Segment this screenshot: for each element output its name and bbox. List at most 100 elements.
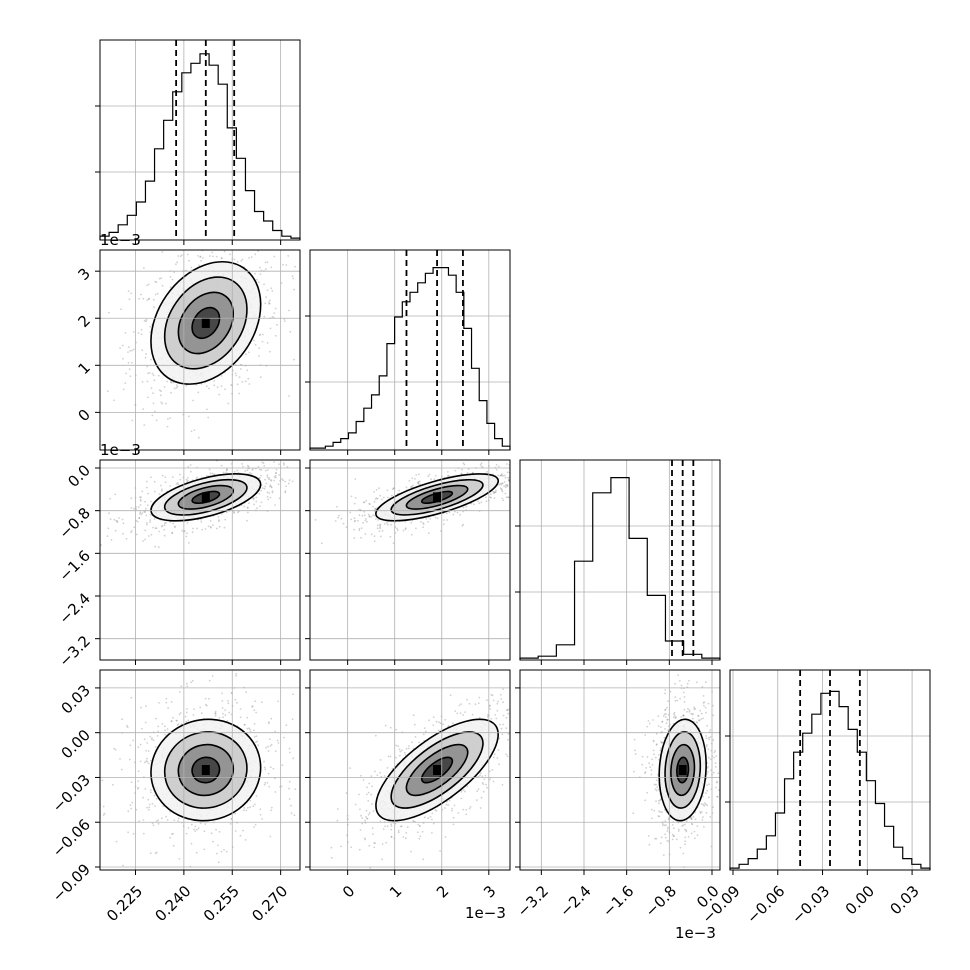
- sample-point: [259, 505, 261, 507]
- sample-point: [163, 524, 166, 527]
- sample-point: [379, 526, 381, 528]
- sample-point: [467, 468, 470, 470]
- sample-point: [535, 469, 537, 471]
- sample-point: [658, 802, 660, 805]
- sample-point: [171, 381, 173, 384]
- sample-point: [665, 824, 667, 826]
- sample-point: [196, 527, 198, 530]
- sample-point: [246, 369, 249, 372]
- sample-point: [444, 718, 447, 721]
- sample-point: [258, 334, 261, 336]
- sample-point: [373, 846, 376, 849]
- sample-point: [192, 399, 195, 402]
- sample-point: [167, 468, 169, 470]
- sample-point: [504, 486, 507, 488]
- sample-point: [370, 533, 373, 536]
- sample-point: [501, 733, 504, 736]
- sample-point: [294, 265, 296, 268]
- sample-point: [127, 361, 130, 364]
- sample-point: [372, 833, 374, 835]
- sample-point: [192, 714, 195, 716]
- sample-point: [412, 819, 415, 822]
- sample-point: [539, 676, 541, 678]
- sample-point: [499, 474, 502, 477]
- sample-point: [189, 464, 192, 466]
- sample-point: [137, 746, 140, 749]
- sample-point: [173, 387, 176, 390]
- sample-point: [175, 263, 177, 266]
- sample-point: [708, 796, 710, 799]
- sample-point: [360, 814, 362, 817]
- sample-point: [545, 468, 547, 470]
- sample-point: [486, 714, 489, 716]
- hist-p0-steps: [99, 53, 301, 240]
- sample-point: [160, 401, 163, 404]
- sample-point: [379, 759, 382, 761]
- sample-point: [354, 497, 357, 499]
- sample-point: [283, 320, 286, 322]
- sample-point: [235, 672, 238, 675]
- sample-point: [185, 720, 188, 723]
- sample-point: [500, 474, 503, 477]
- sample-point: [236, 261, 239, 263]
- sample-point: [474, 703, 477, 706]
- sample-point: [203, 848, 206, 851]
- sample-point: [239, 368, 242, 370]
- sample-point: [417, 482, 420, 484]
- sample-point: [334, 520, 337, 522]
- sample-point: [144, 511, 146, 514]
- sample-point: [165, 402, 167, 405]
- sample-point: [246, 716, 249, 719]
- sample-point: [238, 219, 240, 221]
- sample-point: [507, 496, 509, 499]
- sample-point: [220, 464, 223, 467]
- sample-point: [418, 473, 420, 476]
- sample-point: [147, 283, 150, 286]
- sample-point: [255, 500, 258, 503]
- sample-point: [462, 714, 465, 716]
- sample-point: [675, 716, 677, 719]
- sample-point: [136, 787, 139, 790]
- sample-point: [172, 844, 175, 847]
- sample-point: [268, 722, 270, 725]
- sample-point: [493, 753, 496, 756]
- sample-point: [169, 836, 172, 839]
- sample-point: [150, 476, 152, 479]
- sample-point: [261, 461, 264, 464]
- sample-point: [400, 825, 402, 828]
- sample-point: [177, 723, 180, 725]
- sample-point: [171, 278, 174, 281]
- sample-point: [275, 468, 278, 471]
- sample-point: [397, 745, 400, 748]
- sample-point: [307, 477, 309, 479]
- sample-point: [157, 725, 160, 728]
- contour-line-2: [163, 478, 248, 516]
- sample-point: [164, 734, 167, 736]
- sample-point: [485, 783, 487, 786]
- sample-point: [491, 694, 494, 697]
- sample-point: [269, 327, 272, 330]
- sample-point: [368, 515, 371, 518]
- sample-point: [708, 783, 710, 786]
- sample-point: [693, 830, 696, 833]
- sample-point: [285, 264, 288, 266]
- sample-point: [164, 725, 166, 728]
- sample-point: [690, 823, 693, 825]
- sample-point: [369, 503, 371, 506]
- sample-point: [481, 782, 484, 784]
- sample-point: [375, 518, 377, 520]
- sample-point: [709, 729, 712, 731]
- sample-point: [417, 483, 420, 485]
- sample-point: [274, 777, 276, 780]
- sample-point: [422, 858, 425, 861]
- sample-point: [499, 723, 501, 726]
- sample-point: [264, 782, 266, 784]
- sample-point: [274, 334, 277, 337]
- sample-point: [158, 277, 161, 280]
- sample-point: [179, 255, 182, 258]
- sample-point: [242, 465, 244, 468]
- sample-point: [496, 702, 499, 705]
- sample-point: [428, 473, 431, 476]
- sample-point: [442, 723, 444, 726]
- hist-p2-steps: [519, 477, 721, 660]
